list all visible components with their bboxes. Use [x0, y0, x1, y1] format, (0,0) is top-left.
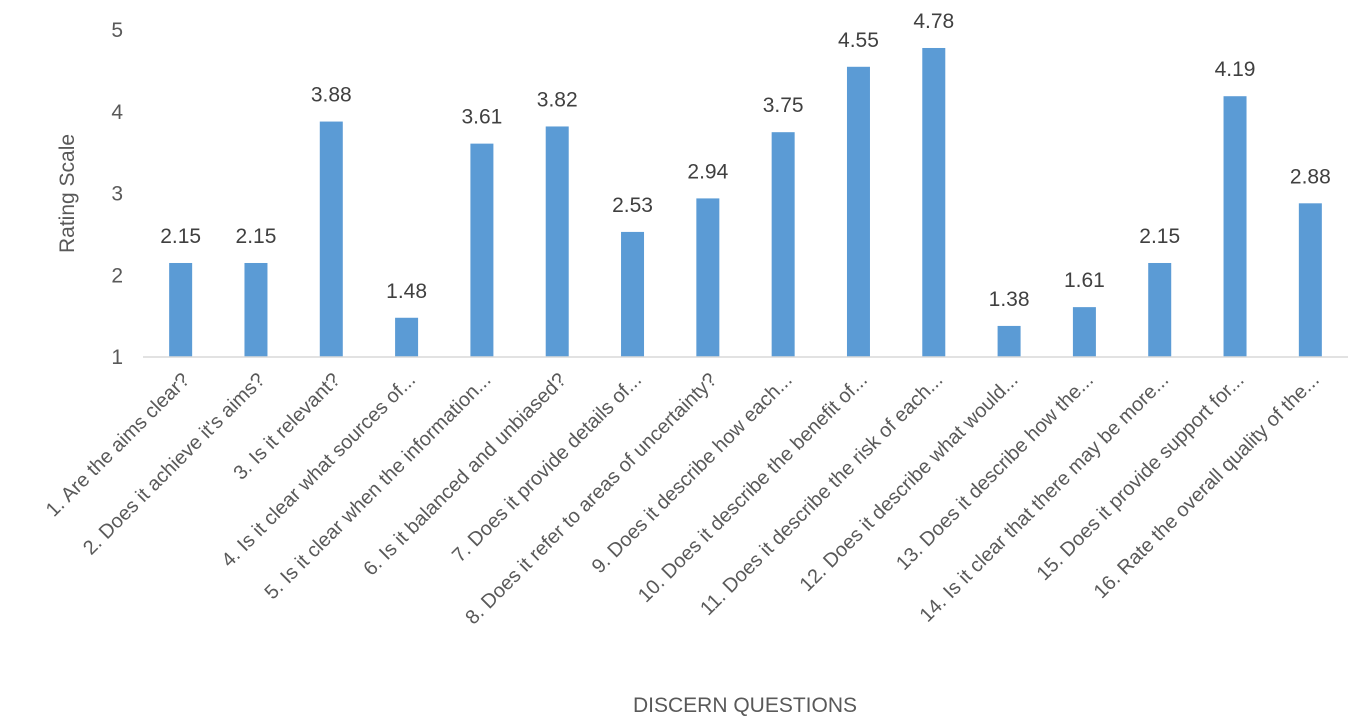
data-label: 2.15 [1139, 225, 1180, 248]
bar [846, 66, 870, 357]
data-label: 2.94 [687, 160, 728, 183]
data-label: 4.78 [913, 10, 954, 33]
bar [1298, 203, 1322, 357]
bar [771, 132, 795, 357]
bar [621, 231, 645, 357]
data-label: 4.55 [838, 29, 879, 52]
data-label: 2.88 [1290, 165, 1331, 188]
bar [395, 317, 419, 357]
bar [922, 47, 946, 358]
data-labels: 2.15 2.15 3.88 1.48 3.61 3.82 2.53 2.94 3.75 4.55… [160, 10, 1331, 311]
data-label: 3.82 [537, 88, 578, 111]
data-label: 2.15 [236, 225, 277, 248]
data-label: 1.61 [1064, 269, 1105, 292]
bar [319, 121, 343, 357]
bar [1072, 307, 1096, 357]
y-tick-label: 5 [111, 19, 123, 42]
bar [696, 198, 720, 357]
data-label: 3.61 [461, 106, 502, 129]
y-tick-label: 3 [111, 183, 123, 206]
bar [997, 325, 1021, 357]
data-label: 3.75 [763, 94, 804, 117]
y-tick-label: 4 [111, 101, 123, 124]
bar [545, 126, 569, 357]
data-label: 3.88 [311, 84, 352, 107]
y-axis-ticks: 1 2 3 4 5 [111, 19, 123, 369]
bar [244, 262, 268, 357]
y-axis-title: Rating Scale [56, 134, 79, 253]
bar [1148, 262, 1172, 357]
y-tick-label: 2 [111, 264, 123, 287]
category-labels: 1. Are the aims clear?2. Does it achieve… [42, 369, 1324, 629]
data-label: 2.15 [160, 225, 201, 248]
x-axis-title: DISCERN QUESTIONS [633, 694, 857, 717]
data-label: 4.19 [1215, 58, 1256, 81]
data-label: 1.38 [989, 288, 1030, 311]
bar [169, 262, 193, 357]
bar [1223, 96, 1247, 357]
y-tick-label: 1 [111, 346, 123, 369]
x-category-label: 1. Are the aims clear? [42, 369, 194, 521]
bar-series [169, 47, 1322, 358]
data-label: 1.48 [386, 280, 427, 303]
bar [470, 143, 494, 357]
data-label: 2.53 [612, 194, 653, 217]
